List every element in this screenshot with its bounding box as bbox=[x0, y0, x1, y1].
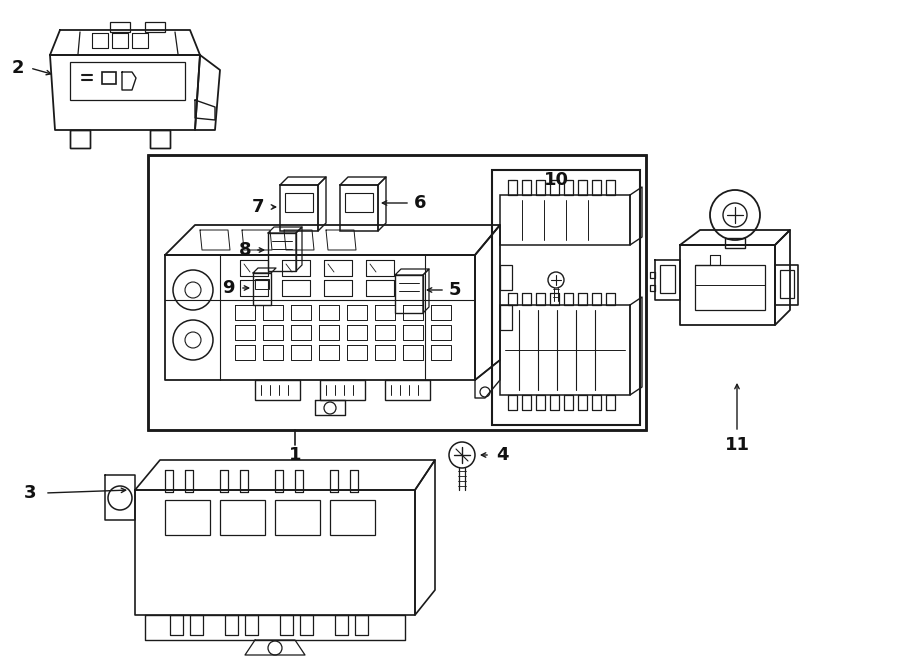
Text: 5: 5 bbox=[449, 281, 461, 299]
Bar bbox=[395, 275, 423, 313]
Bar bbox=[500, 305, 512, 330]
Bar bbox=[148, 155, 646, 430]
Bar bbox=[145, 22, 165, 32]
Bar bbox=[255, 380, 300, 400]
Bar bbox=[255, 279, 269, 289]
Text: 3: 3 bbox=[23, 484, 36, 502]
Bar bbox=[275, 500, 320, 535]
Bar bbox=[500, 265, 512, 290]
Bar bbox=[253, 273, 271, 305]
Bar bbox=[148, 155, 646, 430]
Bar bbox=[345, 193, 373, 212]
Bar bbox=[500, 195, 630, 245]
Bar bbox=[285, 193, 313, 212]
Bar bbox=[102, 72, 116, 84]
Bar bbox=[492, 170, 640, 425]
Bar bbox=[340, 185, 378, 231]
Text: 9: 9 bbox=[221, 279, 234, 297]
Text: 7: 7 bbox=[252, 198, 265, 216]
Bar bbox=[660, 265, 675, 293]
Text: 6: 6 bbox=[414, 194, 427, 212]
Bar bbox=[330, 500, 375, 535]
Text: 8: 8 bbox=[238, 241, 251, 259]
Text: 4: 4 bbox=[496, 446, 508, 464]
Bar bbox=[500, 305, 630, 395]
Text: 1: 1 bbox=[289, 446, 302, 464]
Bar bbox=[70, 62, 185, 100]
Bar bbox=[725, 238, 745, 248]
Bar bbox=[220, 500, 265, 535]
Bar bbox=[320, 380, 365, 400]
Bar bbox=[165, 500, 210, 535]
Bar bbox=[695, 265, 765, 310]
Bar bbox=[150, 130, 170, 148]
Text: 11: 11 bbox=[724, 436, 750, 454]
Bar bbox=[280, 185, 318, 231]
Text: 10: 10 bbox=[544, 171, 569, 189]
Bar bbox=[70, 130, 90, 148]
Bar bbox=[385, 380, 430, 400]
Bar bbox=[110, 22, 130, 32]
Bar bbox=[268, 233, 296, 271]
Bar bbox=[780, 270, 794, 298]
Text: 2: 2 bbox=[12, 59, 24, 77]
